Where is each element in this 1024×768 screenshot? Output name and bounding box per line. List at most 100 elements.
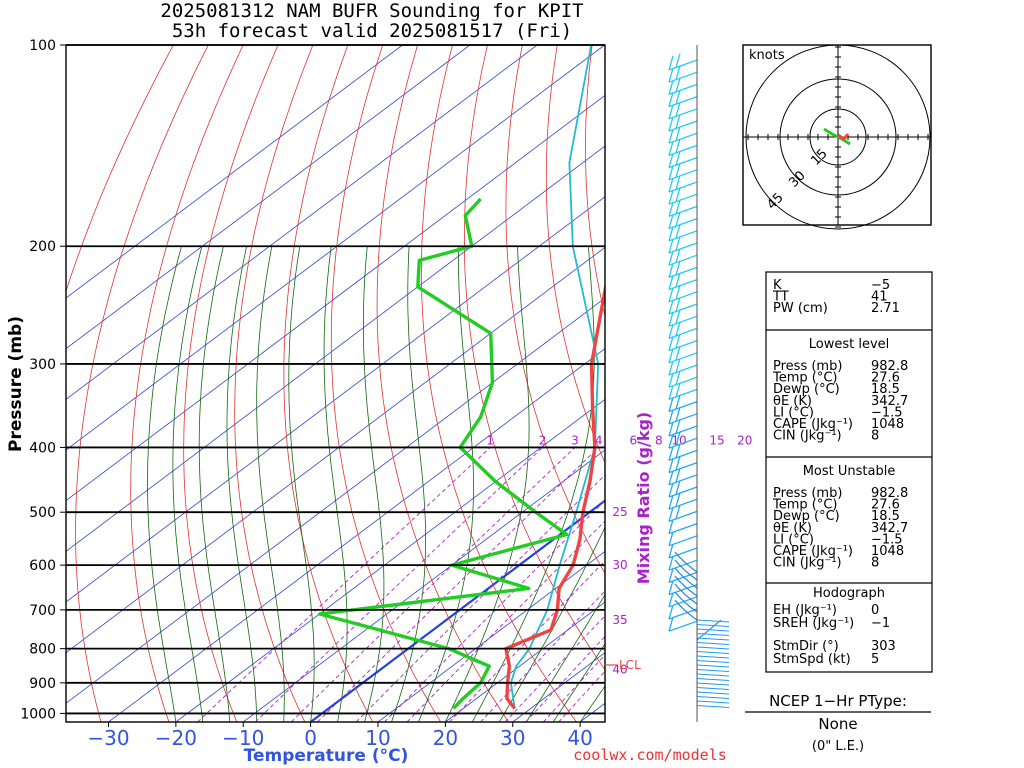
- wind-barb-feather: [675, 419, 681, 434]
- wind-barb-staff: [668, 449, 698, 462]
- wind-barb-feather: [668, 226, 674, 241]
- wind-barb-feather: [668, 592, 674, 607]
- hodograph-table-3-value: 5: [871, 652, 879, 667]
- mixing-ratio-line: [317, 447, 600, 722]
- hodograph-table-0-value: 0: [871, 603, 879, 618]
- mixing-ratio-title: Mixing Ratio (g/kg): [634, 412, 653, 584]
- wind-barb-feather: [668, 80, 674, 95]
- wind-barb-feather: [668, 165, 674, 180]
- mixing-ratio-line: [449, 560, 605, 722]
- wind-barb-feather: [668, 336, 674, 351]
- mixing-ratio-line: [197, 447, 491, 722]
- pressure-tick-label: 800: [29, 642, 56, 658]
- wind-barb-feather: [668, 141, 674, 156]
- wind-barb-feather: [668, 604, 674, 620]
- wind-barb-low-level: [696, 624, 730, 627]
- wind-barb-feather: [668, 580, 674, 595]
- moist-adiabat: [147, 246, 182, 722]
- mixing-ratio-line: [525, 635, 605, 722]
- wind-barb-feather: [668, 92, 674, 107]
- wind-barb-feather: [668, 519, 674, 534]
- mixing-ratio-label: 8: [655, 433, 663, 447]
- most-unstable-0-label: Press (mb): [773, 486, 842, 501]
- wind-barb-feather: [675, 175, 681, 190]
- wind-barb-feather: [668, 446, 674, 461]
- index-1-label: TT: [772, 290, 789, 305]
- lowest-level-6-label: CIN (Jkg⁻¹): [773, 429, 842, 444]
- isotherm-line: [66, 45, 605, 451]
- wind-barb-staff: [668, 522, 698, 535]
- wind-barb-staff: [668, 59, 698, 71]
- wind-barb-feather: [668, 214, 674, 229]
- isotherm-line: [66, 94, 605, 502]
- wind-barb-feather: [668, 177, 674, 193]
- wind-barb-staff: [668, 181, 698, 193]
- hodograph-trace-low: [823, 127, 851, 146]
- ptype-title: NCEP 1−Hr PType:: [769, 692, 907, 710]
- temperature-tick-label: 40: [567, 726, 592, 750]
- wind-barb-low-level: [696, 687, 730, 690]
- mixing-ratio-label: 30: [612, 558, 627, 572]
- wind-barb-feather: [675, 126, 681, 141]
- wind-barb-low-level: [696, 651, 730, 654]
- wind-barb-staff: [668, 254, 698, 266]
- wind-barb-staff: [668, 156, 698, 169]
- temperature-tick-label: −20: [155, 726, 197, 750]
- lowest-level-6-value: 8: [871, 429, 879, 444]
- hodograph-table-3-label: StmSpd (kt): [773, 652, 851, 667]
- wind-barb-feather: [675, 468, 681, 483]
- wind-barb-feather: [675, 163, 681, 178]
- hodograph-table-2-label: StmDir (°): [773, 639, 839, 654]
- wind-barb-feather: [668, 251, 674, 266]
- wind-barb-feather: [668, 421, 674, 437]
- lowest-level-1-value: 27.6: [871, 371, 900, 386]
- wind-barb-low-level: [696, 619, 730, 623]
- wind-barb-feather: [675, 236, 681, 251]
- wind-barb-feather: [675, 102, 681, 117]
- moist-adiabat: [172, 246, 204, 722]
- dry-adiabat: [130, 45, 244, 722]
- wind-barb-feather: [675, 199, 681, 215]
- wind-barb-staff: [668, 205, 698, 218]
- most-unstable-header: Most Unstable: [803, 464, 896, 479]
- mixing-ratio-label: 6: [630, 433, 638, 447]
- moist-adiabat: [471, 246, 595, 722]
- chart-title: 2025081312 NAM BUFR Sounding for KPIT: [160, 0, 583, 22]
- lowest-level-3-value: 342.7: [871, 394, 908, 409]
- mixing-ratio-line: [406, 520, 605, 722]
- wind-barb-low-level: [696, 655, 730, 659]
- wind-barb-feather: [668, 543, 674, 559]
- wind-barb-feather: [675, 480, 681, 495]
- wind-barb-staff: [668, 583, 698, 596]
- isotherm-line: [66, 45, 403, 299]
- wind-barb-feather: [668, 482, 674, 498]
- most-unstable-3-value: 342.7: [871, 521, 908, 536]
- wind-barb-feather: [668, 409, 674, 424]
- wind-barb-staff: [668, 71, 698, 83]
- wind-barb-feather: [675, 285, 681, 300]
- wind-barb-feather: [668, 470, 674, 485]
- pressure-tick-label: 700: [29, 603, 56, 619]
- mixing-ratio-line: [542, 654, 605, 722]
- most-unstable-3-label: θE (K): [773, 521, 812, 536]
- wind-barb-feather: [675, 333, 681, 349]
- dry-adiabat: [976, 45, 1024, 722]
- wind-barb-feather: [668, 55, 674, 71]
- wind-barb-low-level: [696, 664, 730, 668]
- temperature-tick-label: −30: [87, 726, 129, 750]
- wind-barb-feather: [675, 382, 681, 398]
- stats-table: K −5 TT 41 PW (cm) 2.71 Lowest level Press (mb)…: [745, 271, 933, 754]
- wind-barb-feather: [668, 531, 674, 546]
- hodograph-table-header: Hodograph: [813, 586, 885, 601]
- lowest-level-1-label: Temp (°C): [772, 371, 838, 386]
- wind-barb-feather: [668, 373, 674, 388]
- x-axis-title: Temperature (°C): [244, 746, 409, 766]
- wind-barb-feather: [675, 455, 681, 471]
- dry-adiabat: [464, 45, 605, 671]
- wind-barb-feather: [668, 434, 674, 449]
- mixing-ratio-line: [290, 447, 576, 722]
- hodograph-table-2-value: 303: [871, 639, 896, 654]
- ptype-liquid-equivalent: (0" L.E.): [812, 739, 864, 754]
